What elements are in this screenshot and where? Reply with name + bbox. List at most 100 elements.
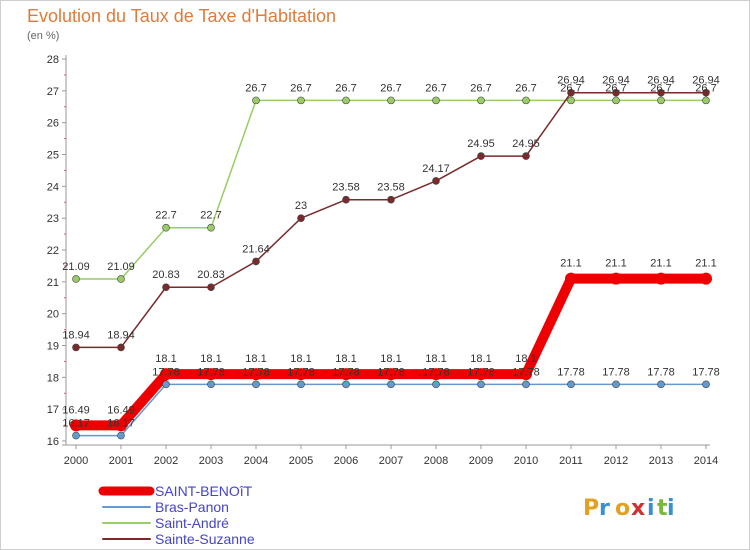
data-point xyxy=(657,88,665,97)
data-label: 26.7 xyxy=(290,82,311,94)
data-point xyxy=(117,275,125,283)
y-tick-label: 28 xyxy=(47,54,59,66)
x-tick-label: 2002 xyxy=(154,455,178,467)
legend-label: Bras-Panon xyxy=(155,499,229,515)
data-point xyxy=(72,431,80,440)
x-tick-label: 2004 xyxy=(244,455,268,467)
data-label: 16.17 xyxy=(107,418,135,430)
x-tick-label: 2005 xyxy=(289,455,313,467)
data-label: 21.1 xyxy=(560,258,581,270)
y-tick-label: 18 xyxy=(47,372,59,384)
data-label: 17.78 xyxy=(692,366,720,378)
data-label: 26.7 xyxy=(335,82,356,94)
y-tick-label: 17 xyxy=(47,404,59,416)
data-label: 21.09 xyxy=(107,261,135,273)
data-label: 17.78 xyxy=(242,366,270,378)
y-tick-label: 23 xyxy=(47,213,59,225)
data-label: 21.1 xyxy=(605,258,626,270)
data-point xyxy=(342,195,350,204)
data-point xyxy=(252,380,260,389)
data-label: 22.7 xyxy=(155,210,176,222)
data-label: 16.17 xyxy=(62,418,90,430)
data-point xyxy=(160,368,172,381)
data-label: 26.7 xyxy=(470,82,491,94)
data-point xyxy=(612,96,620,105)
data-label: 26.94 xyxy=(692,75,720,87)
data-label: 17.78 xyxy=(647,366,675,378)
data-point xyxy=(702,88,710,97)
chart-legend: SAINT-BENOîTBras-PanonSaint-AndréSainte-… xyxy=(98,483,255,547)
data-label: 17.78 xyxy=(422,366,450,378)
data-label: 17.78 xyxy=(602,366,630,378)
data-point xyxy=(387,195,395,204)
data-point xyxy=(205,368,217,381)
data-point xyxy=(295,368,307,381)
data-label: 26.7 xyxy=(605,82,626,94)
x-tick-label: 2001 xyxy=(109,455,133,467)
data-point xyxy=(162,380,170,389)
data-point xyxy=(565,272,577,285)
x-tick-label: 2012 xyxy=(604,455,628,467)
data-label: 21.1 xyxy=(650,258,671,270)
data-label: 26.7 xyxy=(560,82,581,94)
data-point xyxy=(567,88,575,97)
data-label: 26.7 xyxy=(695,82,716,94)
data-point xyxy=(702,96,710,105)
data-label: 24.95 xyxy=(512,138,540,150)
data-point xyxy=(475,368,487,381)
series-line-0 xyxy=(71,273,711,431)
data-point xyxy=(250,368,262,381)
y-tick-label: 20 xyxy=(47,309,59,321)
data-label: 18.1 xyxy=(335,353,356,365)
x-tick-label: 2000 xyxy=(64,455,88,467)
data-label: 26.94 xyxy=(647,75,675,87)
logo-letter: o xyxy=(615,496,630,521)
legend-label: Saint-André xyxy=(155,515,229,531)
x-tick-label: 2011 xyxy=(559,455,583,467)
data-point xyxy=(117,343,125,352)
data-label: 26.7 xyxy=(245,82,266,94)
data-label: 18.1 xyxy=(155,353,176,365)
data-point xyxy=(432,380,440,389)
data-label: 26.7 xyxy=(380,82,401,94)
data-label: 24.95 xyxy=(467,138,495,150)
data-label: 21.64 xyxy=(242,243,270,255)
data-point xyxy=(252,96,260,105)
data-label: 17.78 xyxy=(197,366,225,378)
data-point xyxy=(432,177,440,185)
data-label: 22.7 xyxy=(200,210,221,222)
y-tick-label: 27 xyxy=(47,86,59,98)
data-point xyxy=(297,380,305,389)
data-point xyxy=(207,283,215,292)
data-point xyxy=(612,380,620,389)
data-label: 20.83 xyxy=(197,269,225,281)
data-point xyxy=(387,380,395,389)
data-label: 16.49 xyxy=(107,404,135,416)
logo-letter: i xyxy=(647,496,655,521)
data-label: 17.78 xyxy=(377,366,405,378)
data-label: 24.17 xyxy=(422,163,450,175)
data-label: 17.78 xyxy=(512,366,540,378)
data-point xyxy=(72,275,80,283)
data-label: 26.7 xyxy=(650,82,671,94)
data-label: 26.94 xyxy=(602,75,630,87)
data-point xyxy=(522,96,530,105)
data-point xyxy=(430,368,442,381)
data-label: 17.78 xyxy=(467,366,495,378)
data-point xyxy=(207,380,215,389)
data-point xyxy=(702,380,710,389)
logo-letter: x xyxy=(631,496,645,521)
logo-letter: r xyxy=(599,496,610,521)
x-tick-label: 2003 xyxy=(199,455,223,467)
data-label: 18.1 xyxy=(470,353,491,365)
legend-label: SAINT-BENOîT xyxy=(155,483,253,499)
y-tick-label: 16 xyxy=(47,436,59,448)
data-label: 18.1 xyxy=(245,353,266,365)
data-point xyxy=(477,380,485,389)
series-line-1 xyxy=(75,383,707,437)
data-point xyxy=(567,96,575,105)
data-point xyxy=(700,272,712,285)
data-point xyxy=(610,272,622,285)
x-tick-label: 2006 xyxy=(334,455,358,467)
